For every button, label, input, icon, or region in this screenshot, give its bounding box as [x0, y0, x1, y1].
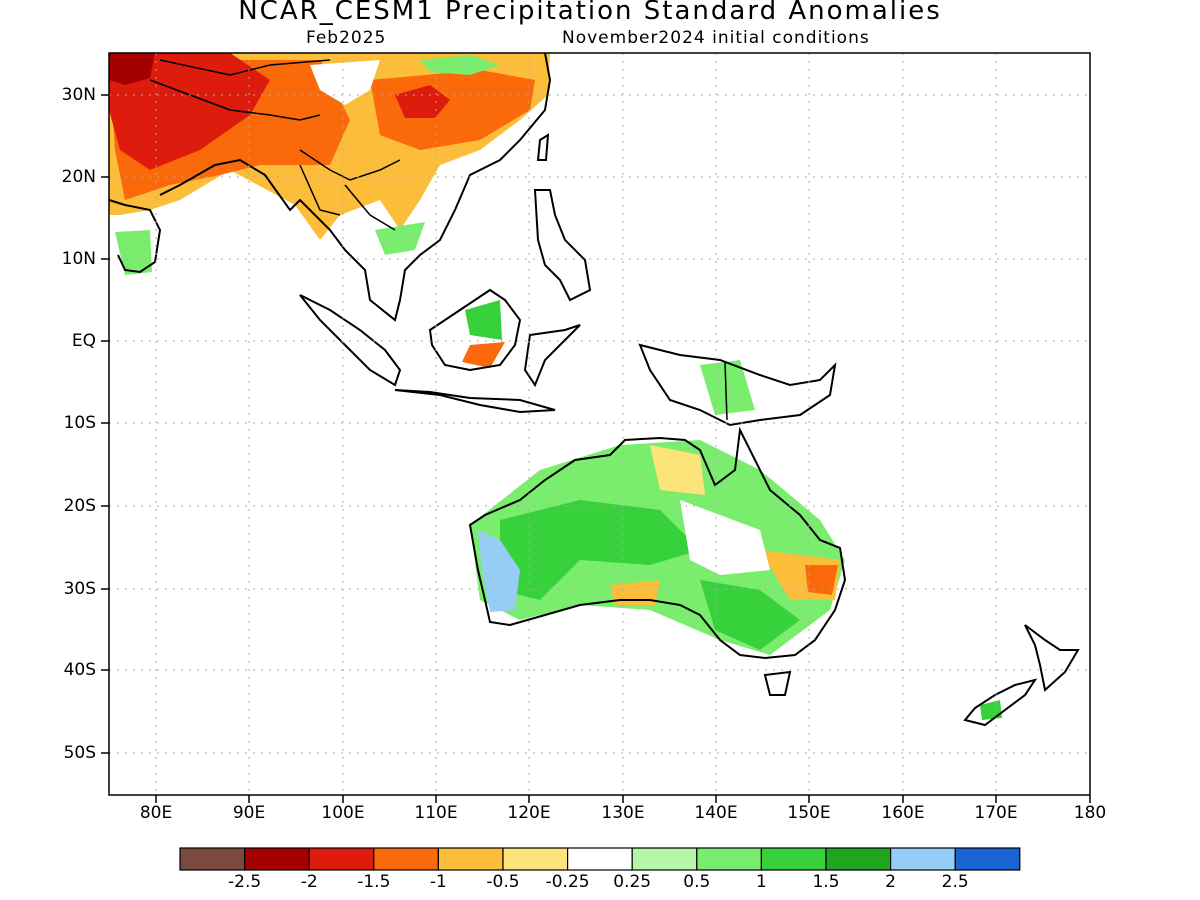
colorbar-label-9: 1	[755, 872, 767, 892]
lon-label-90e: 90E	[232, 803, 266, 823]
colorbar-swatch-5	[437, 847, 504, 871]
colorbar-label-2: -2	[300, 872, 318, 892]
coast-sumatra	[299, 294, 402, 387]
colorbar-swatch-2	[244, 847, 310, 871]
lon-label-140e: 140E	[694, 803, 738, 823]
colorbar-swatch-4	[373, 847, 439, 871]
initial-conditions: November2024 initial conditions	[562, 28, 870, 48]
colorbar-swatch-12	[889, 847, 956, 871]
border-myanmar	[299, 164, 341, 216]
border-china-north	[159, 59, 331, 76]
coast-new-zealand-south	[963, 678, 1038, 727]
map-frame	[108, 52, 1091, 796]
lon-label-120e: 120E	[507, 803, 551, 823]
colorbar-swatch-9	[696, 847, 762, 871]
coast-australia	[468, 426, 847, 660]
anomaly-region-himalaya-extreme	[109, 53, 155, 85]
lon-label-80e: 80E	[139, 803, 173, 823]
coast-sulawesi	[523, 324, 581, 388]
border-png	[724, 361, 728, 421]
border-thailand	[344, 184, 396, 231]
lat-label-10n: 10N	[61, 249, 96, 269]
colorbar-label-4: -1	[429, 872, 447, 892]
lat-label-20s: 20S	[63, 496, 96, 516]
anomaly-field	[109, 53, 1002, 720]
border-himalaya	[149, 79, 321, 121]
map-title: NCAR_CESM1 Precipitation Standard Anomal…	[238, 0, 942, 26]
colorbar-label-7: 0.25	[613, 872, 652, 892]
anomaly-region-australia-north-dry	[650, 445, 705, 495]
axis-ticks	[101, 94, 1091, 803]
colorbar-label-3: -1.5	[357, 872, 391, 892]
colorbar-label-10: 1.5	[812, 872, 840, 892]
coast-philippines	[533, 189, 592, 302]
border-indochina	[299, 149, 401, 181]
colorbar-label-1: -2.5	[228, 872, 262, 892]
anomaly-region-nz-wet	[980, 700, 1002, 720]
anomaly-region-china-neutral	[310, 60, 380, 105]
coast-borneo	[428, 288, 522, 372]
lon-label-110e: 110E	[414, 803, 458, 823]
colorbar-swatch-13	[954, 847, 1021, 871]
anomaly-region-australia-blue	[478, 530, 520, 612]
colorbar-label-11: 2	[885, 872, 897, 892]
coast-asia-mainland	[108, 52, 552, 322]
anomaly-region-china-wet	[420, 55, 500, 75]
anomaly-region-australia-neutral	[680, 500, 770, 575]
anomaly-region-india-strong	[109, 53, 270, 170]
coast-java	[394, 389, 556, 414]
anomaly-region-borneo-wet	[465, 300, 502, 340]
country-borders	[149, 59, 728, 421]
lon-label-180: 180	[1073, 803, 1107, 823]
anomaly-region-australia-core	[500, 500, 700, 600]
lat-label-30s: 30S	[63, 579, 96, 599]
colorbar-swatch-1	[179, 847, 246, 871]
lat-label-20n: 20N	[61, 167, 96, 187]
grid-lines	[109, 53, 1090, 795]
colorbar	[179, 847, 1021, 871]
colorbar-label-8: 0.5	[683, 872, 711, 892]
lon-label-160e: 160E	[881, 803, 925, 823]
anomaly-region-australia-east-dry-core	[805, 565, 838, 595]
anomaly-region-borneo-dry	[462, 342, 505, 368]
lon-label-170e: 170E	[974, 803, 1018, 823]
colorbar-label-12: 2.5	[941, 872, 969, 892]
anomaly-region-australia-east-wet	[700, 580, 800, 650]
lat-label-eq: EQ	[71, 331, 96, 351]
coast-tasmania	[763, 670, 792, 696]
lon-label-100e: 100E	[321, 803, 365, 823]
anomaly-region-indochina-wet	[375, 222, 425, 255]
lat-label-10s: 10S	[63, 413, 96, 433]
colorbar-swatch-3	[308, 847, 375, 871]
valid-month: Feb2025	[306, 28, 387, 48]
colorbar-swatch-10	[760, 847, 827, 871]
colorbar-label-6: -0.25	[545, 872, 590, 892]
coast-new-zealand-north	[1024, 624, 1080, 692]
anomaly-region-srilanka-wet	[115, 230, 152, 275]
colorbar-label-5: -0.5	[486, 872, 520, 892]
lat-label-50s: 50S	[63, 743, 96, 763]
colorbar-swatch-7	[566, 847, 633, 871]
colorbar-swatch-11	[825, 847, 892, 871]
lon-label-130e: 130E	[601, 803, 645, 823]
coast-taiwan	[536, 133, 550, 161]
colorbar-swatch-8	[631, 847, 698, 871]
coastlines	[108, 52, 1080, 727]
lat-label-40s: 40S	[63, 660, 96, 680]
anomaly-region-china-core	[370, 70, 535, 150]
colorbar-swatch-6	[502, 847, 569, 871]
coast-newguinea	[638, 343, 837, 427]
anomaly-region-newguinea-wet	[700, 360, 755, 415]
lon-label-150e: 150E	[787, 803, 831, 823]
lat-label-30n: 30N	[61, 85, 96, 105]
